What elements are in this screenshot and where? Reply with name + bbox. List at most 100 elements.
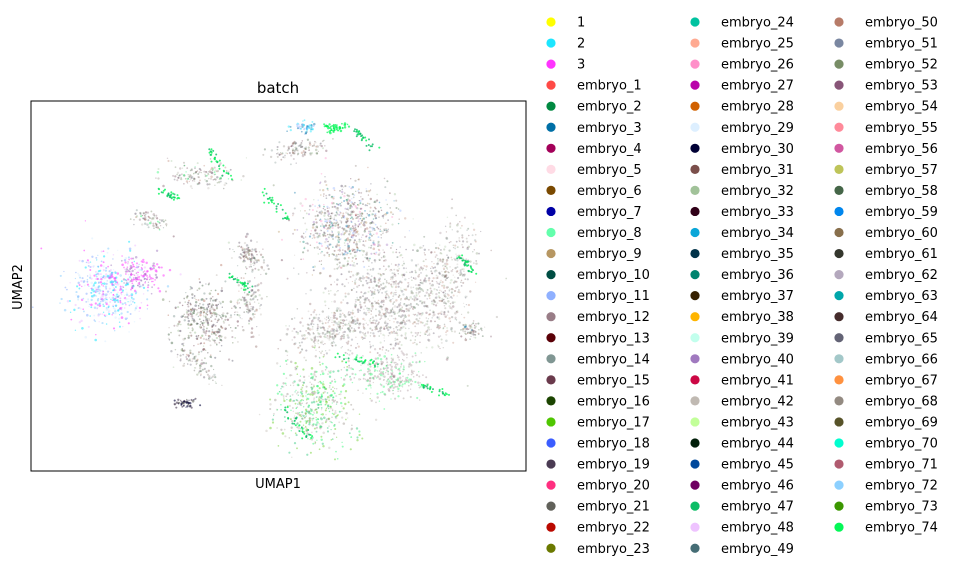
- scatter-point: [343, 313, 346, 316]
- scatter-point: [167, 333, 170, 336]
- scatter-point: [370, 387, 372, 389]
- scatter-point: [122, 325, 124, 328]
- scatter-point: [222, 187, 225, 190]
- scatter-point: [417, 319, 420, 322]
- scatter-point: [372, 243, 374, 245]
- scatter-point: [284, 359, 288, 363]
- scatter-point: [343, 199, 346, 203]
- scatter-point: [218, 334, 221, 338]
- scatter-point: [419, 321, 423, 324]
- scatter-point: [430, 300, 433, 303]
- scatter-point: [232, 342, 234, 344]
- scatter-point: [270, 149, 274, 152]
- scatter-point: [369, 365, 372, 368]
- scatter-point: [302, 258, 305, 260]
- scatter-point: [205, 312, 207, 314]
- scatter-point: [330, 222, 332, 224]
- scatter-point: [88, 303, 91, 306]
- scatter-point: [403, 275, 406, 277]
- scatter-point: [408, 284, 410, 286]
- scatter-point: [180, 400, 183, 403]
- scatter-point: [285, 152, 287, 154]
- scatter-point: [349, 213, 352, 217]
- scatter-point: [323, 387, 327, 390]
- scatter-point: [217, 328, 220, 330]
- scatter-point: [291, 400, 294, 403]
- scatter-point: [193, 308, 196, 311]
- scatter-point: [427, 306, 429, 309]
- scatter-point: [441, 270, 443, 273]
- scatter-point: [429, 385, 432, 388]
- scatter-point: [203, 170, 206, 173]
- scatter-point: [368, 379, 372, 382]
- scatter-point: [135, 262, 139, 265]
- scatter-point: [302, 387, 304, 389]
- scatter-point: [340, 273, 343, 276]
- scatter-point: [324, 180, 327, 183]
- scatter-point: [190, 323, 193, 326]
- scatter-point: [185, 401, 188, 404]
- scatter-point: [405, 336, 407, 339]
- scatter-point: [377, 299, 380, 302]
- scatter-point: [290, 154, 293, 157]
- scatter-point: [345, 224, 348, 228]
- scatter-point: [195, 314, 197, 316]
- scatter-point: [434, 266, 437, 269]
- scatter-point: [356, 246, 358, 249]
- scatter-point: [382, 272, 384, 275]
- scatter-point: [392, 380, 395, 384]
- scatter-point: [243, 311, 246, 314]
- scatter-point: [292, 212, 295, 215]
- scatter-point: [373, 201, 375, 204]
- scatter-point: [254, 259, 258, 262]
- scatter-point: [379, 383, 382, 385]
- scatter-point: [313, 338, 317, 341]
- scatter-point: [202, 299, 204, 301]
- scatter-point: [425, 317, 427, 319]
- scatter-point: [340, 337, 343, 340]
- scatter-point: [407, 314, 411, 317]
- scatter-point: [415, 361, 418, 364]
- scatter-point: [410, 276, 413, 278]
- scatter-point: [358, 223, 361, 226]
- scatter-point: [464, 323, 467, 327]
- scatter-point: [210, 160, 213, 163]
- scatter-point: [328, 410, 331, 413]
- scatter-point: [425, 311, 428, 315]
- scatter-point: [189, 352, 192, 354]
- scatter-point: [214, 312, 217, 315]
- scatter-point: [187, 359, 190, 362]
- scatter-point: [202, 376, 206, 379]
- scatter-point: [306, 393, 309, 396]
- scatter-point: [384, 393, 387, 396]
- scatter-point: [252, 262, 254, 265]
- scatter-point: [193, 295, 196, 297]
- scatter-point: [331, 231, 334, 233]
- scatter-point: [352, 203, 355, 206]
- scatter-point: [383, 251, 386, 254]
- scatter-point: [322, 444, 325, 448]
- scatter-point: [176, 353, 179, 356]
- scatter-point: [333, 378, 336, 381]
- scatter-point: [451, 330, 453, 333]
- scatter-point: [377, 322, 380, 326]
- scatter-point: [454, 318, 457, 320]
- scatter-point: [386, 203, 389, 206]
- scatter-point: [372, 286, 375, 290]
- scatter-point: [344, 323, 347, 326]
- scatter-point: [329, 394, 333, 397]
- scatter-point: [367, 230, 370, 233]
- scatter-point: [472, 251, 474, 253]
- scatter-point: [200, 298, 203, 301]
- scatter-point: [386, 364, 389, 367]
- scatter-point: [467, 245, 471, 249]
- scatter-point: [412, 305, 415, 308]
- scatter-point: [330, 317, 332, 319]
- scatter-point: [407, 380, 410, 384]
- scatter-point: [444, 274, 448, 278]
- scatter-point: [314, 218, 317, 221]
- scatter-point: [198, 325, 201, 328]
- scatter-point: [354, 306, 357, 309]
- scatter-point: [456, 224, 459, 227]
- scatter-point: [128, 258, 130, 261]
